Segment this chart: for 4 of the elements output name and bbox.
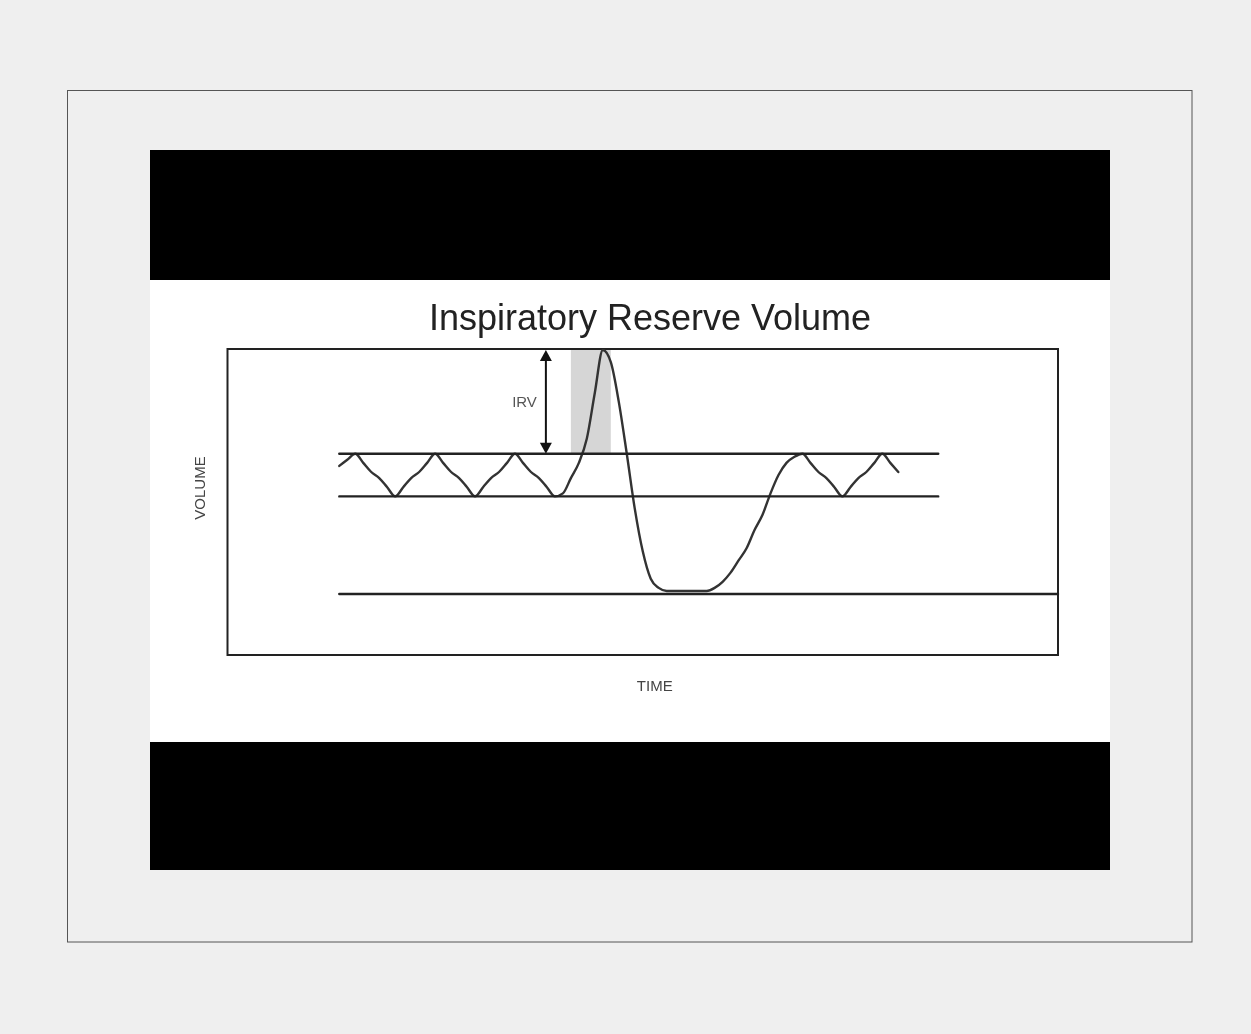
y-axis-title: VOLUME bbox=[191, 456, 208, 520]
annotation: IRV bbox=[512, 392, 537, 410]
x-axis-title: TIME bbox=[636, 677, 673, 694]
chart-title: Inspiratory Reserve Volume bbox=[428, 297, 872, 338]
